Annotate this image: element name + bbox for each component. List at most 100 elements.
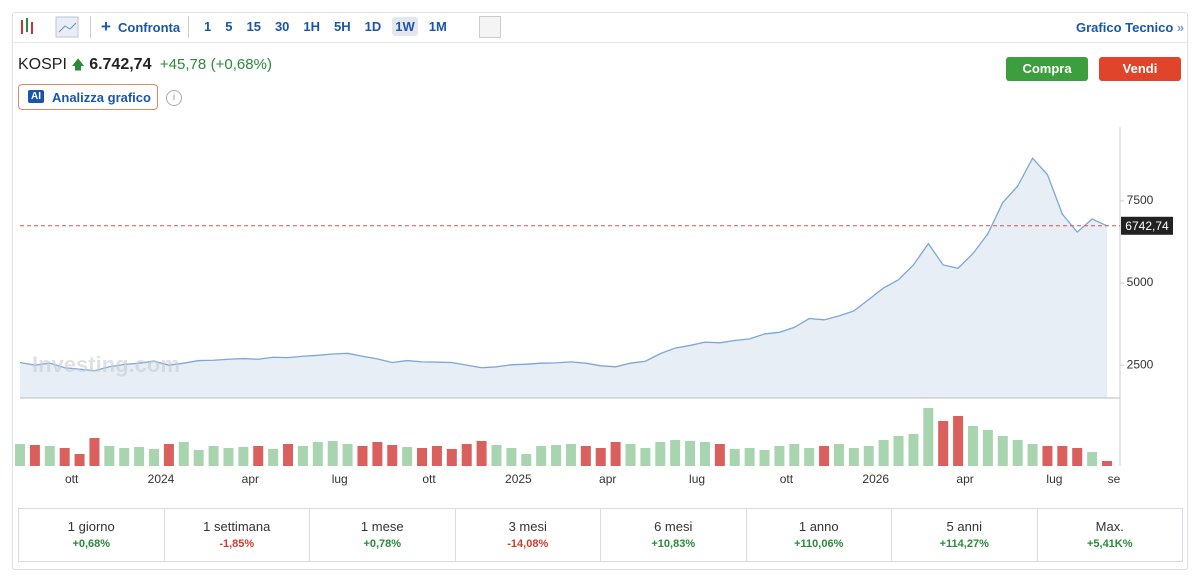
interval-button[interactable]: 15 <box>246 19 261 34</box>
volume-bar <box>565 444 576 466</box>
x-tick-label: apr <box>956 472 973 486</box>
volume-bar <box>640 448 651 466</box>
interval-button[interactable]: 1W <box>392 17 418 36</box>
volume-bar <box>848 448 859 466</box>
x-tick-label: 2026 <box>862 472 889 486</box>
volume-bar <box>789 444 800 466</box>
volume-bar <box>536 446 547 466</box>
interval-button[interactable]: 1H <box>303 19 321 34</box>
ai-label[interactable]: Analizza grafico <box>52 90 151 105</box>
volume-bar <box>268 449 279 466</box>
period-cell: 1 giorno +0,68% <box>18 508 165 562</box>
volume-bar <box>580 446 591 466</box>
x-tick-label: ott <box>65 472 79 486</box>
period-label: 1 giorno <box>67 519 115 534</box>
volume-bar <box>1102 461 1112 466</box>
divider <box>12 42 1188 43</box>
volume-bar <box>223 448 234 466</box>
interval-button[interactable]: 30 <box>274 19 290 34</box>
compare-button[interactable]: Confronta <box>118 20 181 35</box>
x-tick-label: ott <box>422 472 436 486</box>
volume-bar <box>833 444 844 466</box>
period-label: 1 anno <box>798 519 839 534</box>
volume-bar <box>1087 452 1098 466</box>
volume-bar <box>521 454 532 466</box>
volume-bar <box>417 448 428 466</box>
volume-bar <box>104 446 115 466</box>
period-label: 1 mese <box>360 519 404 534</box>
y-tick-label: 7500 <box>1127 193 1154 207</box>
volume-bar <box>997 436 1008 466</box>
change-pct: (+0,68%) <box>210 56 272 73</box>
volume-bar <box>1012 440 1023 466</box>
technical-label[interactable]: Grafico Tecnico <box>1076 20 1174 35</box>
buy-button[interactable]: Compra <box>1006 57 1088 81</box>
period-cell: 6 mesi +10,83% <box>600 508 747 562</box>
volume-bar <box>908 434 919 466</box>
sell-button[interactable]: Vendi <box>1099 57 1181 81</box>
volume-bar <box>461 444 472 466</box>
info-icon[interactable]: i <box>166 90 182 106</box>
period-cell: 1 anno +110,06% <box>745 508 892 562</box>
plus-icon[interactable]: + <box>101 17 111 36</box>
symbol: KOSPI <box>18 56 67 73</box>
volume-bar <box>372 442 383 466</box>
volume-bar <box>402 447 413 466</box>
interval-button[interactable]: 5H <box>334 19 351 34</box>
volume-bar <box>342 444 353 466</box>
volume-bar <box>446 449 457 466</box>
volume-bar <box>670 440 681 466</box>
volume-bar <box>119 448 130 466</box>
volume-bar <box>863 446 874 466</box>
volume-bar <box>551 445 562 466</box>
volume-bar <box>208 446 219 466</box>
volume-bar <box>774 446 785 466</box>
volume-bar <box>74 454 85 466</box>
volume-bar <box>893 436 904 466</box>
period-change: +114,27% <box>939 538 989 550</box>
interval-button[interactable]: 5 <box>225 19 233 34</box>
last-price-label: 6742,74 <box>1125 219 1169 233</box>
volume-bar <box>149 449 160 466</box>
watermark: Investing.com <box>32 352 180 377</box>
x-tick-label: 2024 <box>148 472 175 486</box>
volume-bar <box>15 444 25 466</box>
interval-button[interactable]: 1M <box>428 19 447 34</box>
volume-bar <box>655 442 666 466</box>
volume-bar <box>506 448 517 466</box>
x-tick-label: lug <box>332 472 348 486</box>
volume-bar <box>312 442 323 466</box>
ai-button[interactable]: AI Analizza grafico <box>18 84 158 110</box>
volume-bar <box>699 442 710 466</box>
volume-bar <box>610 442 621 466</box>
period-cell: 3 mesi -14,08% <box>454 508 601 562</box>
interval-button[interactable]: 1 <box>204 19 212 34</box>
period-change: -14,08% <box>507 538 549 550</box>
period-label: 6 mesi <box>654 519 693 534</box>
divider <box>188 16 189 38</box>
volume-bar <box>193 450 204 466</box>
x-tick-label: apr <box>599 472 616 486</box>
technical-link[interactable]: Grafico Tecnico » <box>1076 20 1185 35</box>
y-tick-label: 2500 <box>1127 357 1154 371</box>
volume-bar <box>878 440 889 466</box>
volume-bar <box>1072 448 1083 466</box>
volume-bar <box>759 450 770 466</box>
volume-bar <box>29 445 40 466</box>
period-change: +10,83% <box>651 538 696 550</box>
volume-bar <box>387 445 398 466</box>
price: 6.742,74 <box>89 56 152 73</box>
volume-bar <box>491 445 502 466</box>
volume-bar <box>729 449 740 466</box>
chart-type-icons[interactable] <box>18 16 88 38</box>
volume-bar <box>163 444 174 466</box>
interval-button[interactable]: 1D <box>364 19 382 34</box>
volume-bar <box>253 446 264 466</box>
period-label: 1 settimana <box>203 519 271 534</box>
widget-frame <box>12 12 1188 570</box>
period-cell: 1 mese +0,78% <box>309 508 456 562</box>
x-tick-label: lug <box>1046 472 1062 486</box>
layout-icon[interactable] <box>479 16 501 38</box>
volume-bar <box>819 446 830 466</box>
